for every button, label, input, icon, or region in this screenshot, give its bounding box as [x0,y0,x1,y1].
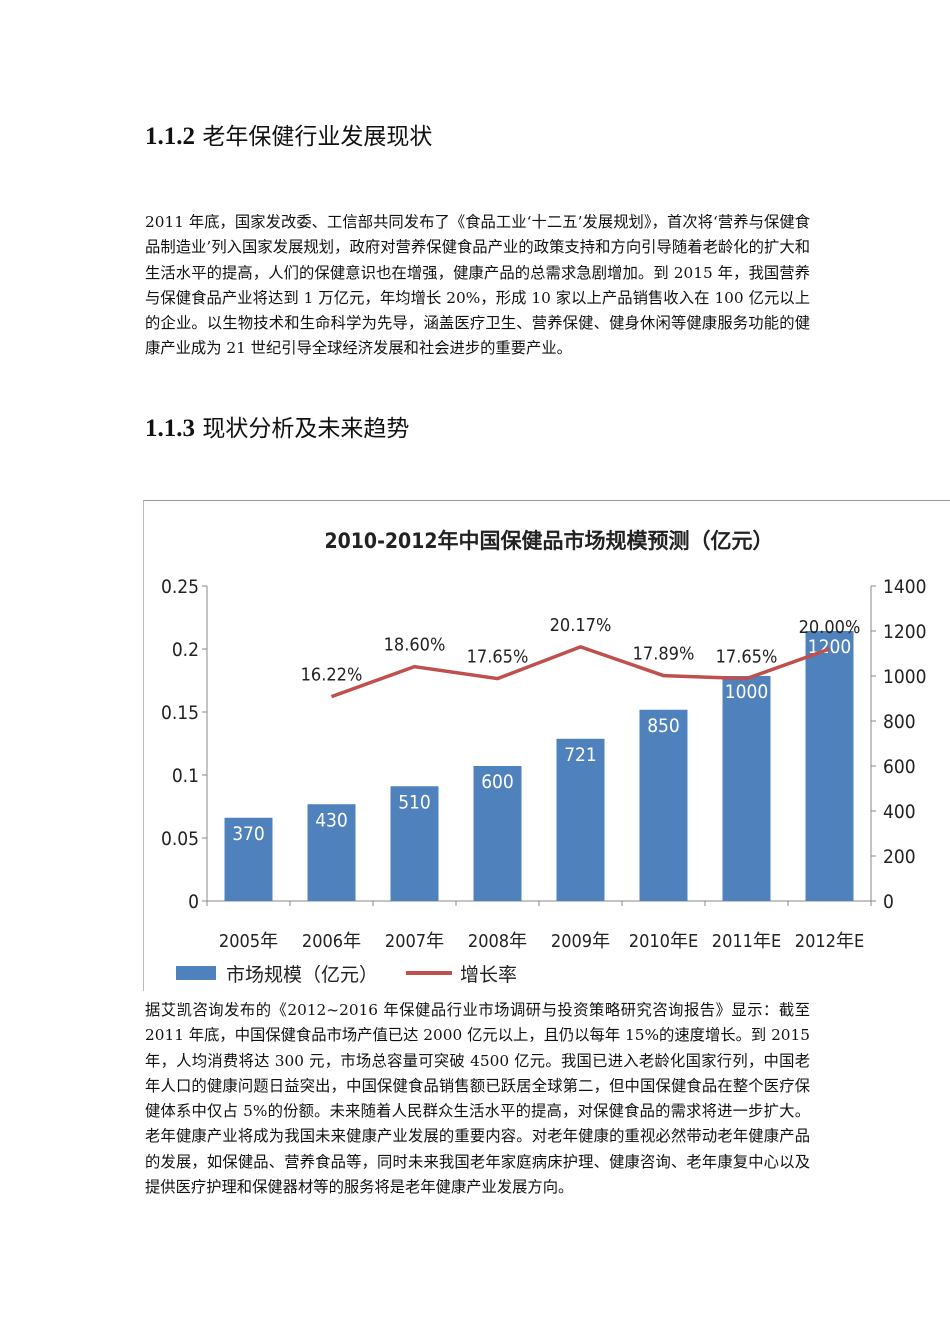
bar-label: 510 [398,791,431,813]
section-heading-1-1-3: 1.1.3 现状分析及未来趋势 [145,409,409,443]
bar [639,709,688,901]
line-label: 18.60% [384,635,446,656]
left-tick-label: 0.25 [161,576,199,598]
left-tick-label: 0.15 [161,702,199,724]
section-number: 1.1.2 [145,123,195,150]
legend-label-bar: 市场规模（亿元） [226,964,378,986]
x-tick-label: 2010年E [629,931,698,952]
bar [224,817,273,901]
bar-label: 430 [315,809,348,831]
right-tick-label: 800 [883,711,916,733]
right-tick-label: 0 [883,891,894,913]
right-tick-label: 1200 [883,621,927,643]
line-label: 16.22% [301,665,363,686]
chart-title: 2010-2012年中国保健品市场规模预测（亿元） [324,529,773,553]
legend-swatch-bar [176,966,216,980]
bar-label: 1000 [725,681,769,703]
growth-rate-line [330,644,831,699]
line-label: 17.89% [633,644,695,665]
bar-label: 370 [232,823,265,845]
right-tick-label: 400 [883,801,916,823]
paragraph-1: 2011 年底，国家发改委、工信部共同发布了《食品工业‘十二五’发展规划》，首次… [145,213,810,358]
x-tick-label: 2007年 [385,931,444,952]
bar-label: 850 [647,715,680,737]
chart-svg: 2010-2012年中国保健品市场规模预测（亿元） 0 0.05 0.1 0.15 0.… [161,529,927,986]
bar [390,786,439,901]
section-number: 1.1.3 [145,415,195,442]
left-tick-label: 0.2 [172,639,199,661]
legend-label-line: 增长率 [460,964,517,986]
bar [805,631,854,901]
x-tick-label: 2012年E [795,931,864,952]
line-label: 17.65% [716,647,778,668]
x-tick-label: 2005年 [219,931,278,952]
bar-label: 721 [564,744,597,766]
x-tick-label: 2006年 [302,931,361,952]
line-label: 20.17% [550,615,612,636]
left-tick-label: 0.05 [161,828,199,850]
bar [556,738,605,901]
bar [307,804,356,901]
line-label: 17.65% [467,647,529,668]
market-size-chart: 2010-2012年中国保健品市场规模预测（亿元） 0 0.05 0.1 0.15 0.… [143,500,950,991]
section-heading-1-1-2: 1.1.2 老年保健行业发展现状 [145,117,432,151]
left-tick-label: 0.1 [172,765,199,787]
bar [473,766,522,901]
line-label: 20.00% [799,617,861,638]
section-title: 现状分析及未来趋势 [202,416,410,442]
right-tick-label: 600 [883,756,916,778]
right-tick-label: 1400 [883,576,927,598]
right-tick-label: 1000 [883,666,927,688]
x-tick-label: 2009年 [551,931,610,952]
x-tick-label: 2011年E [712,931,781,952]
paragraph-2: 据艾凯咨询发布的《2012~2016 年保健品行业市场调研与投资策略研究咨询报告… [145,1001,810,1197]
right-tick-label: 200 [883,846,916,868]
bar [722,676,771,901]
bar-label: 600 [481,771,514,793]
section-title: 老年保健行业发展现状 [202,124,433,150]
left-tick-label: 0 [188,891,199,913]
x-tick-label: 2008年 [468,931,527,952]
